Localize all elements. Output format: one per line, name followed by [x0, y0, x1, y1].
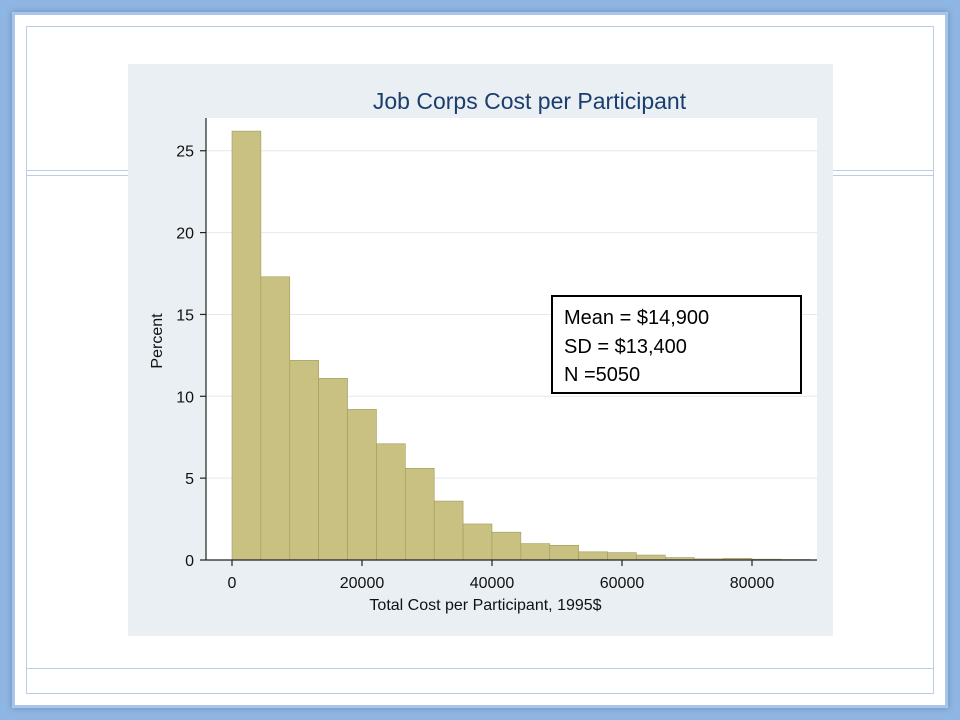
y-tick-label-2: 10 — [176, 389, 194, 406]
histogram-bar-13 — [607, 552, 637, 561]
histogram-bar-11 — [549, 544, 579, 561]
histogram-bar-14 — [636, 554, 666, 561]
y-tick-label-0: 0 — [185, 553, 194, 570]
slide-rule-bottom — [27, 668, 933, 669]
histogram-bar-5 — [376, 443, 406, 561]
histogram-bar-8 — [462, 523, 493, 561]
slide-inner-border — [26, 26, 934, 694]
histogram-bar-4 — [347, 409, 377, 561]
histogram-bar-12 — [578, 551, 608, 561]
y-tick-label-1: 5 — [185, 471, 194, 488]
x-tick-label-3: 60000 — [600, 575, 645, 592]
stats-sd: SD = $13,400 — [564, 335, 687, 358]
x-axis-label: Total Cost per Participant, 1995$ — [369, 597, 601, 614]
x-tick-label-4: 80000 — [730, 575, 775, 592]
histogram-bar-10 — [520, 543, 551, 561]
histogram-bar-2 — [289, 359, 319, 561]
stats-mean: Mean = $14,900 — [564, 307, 710, 329]
histogram-bar-3 — [318, 377, 348, 561]
histogram-bar-9 — [491, 531, 522, 561]
histogram-bar-1 — [260, 276, 291, 561]
histogram-bar-0 — [231, 130, 262, 561]
histogram-bar-6 — [405, 468, 435, 561]
y-tick-label-3: 15 — [176, 307, 194, 324]
y-tick-label-5: 25 — [176, 144, 194, 161]
x-tick-label-1: 20000 — [340, 575, 385, 592]
x-tick-label-2: 40000 — [470, 575, 515, 592]
histogram-bar-7 — [433, 500, 464, 561]
chart-title: Job Corps Cost per Participant — [373, 88, 687, 114]
stats-annotation-box: Mean = $14,900 SD = $13,400 N =5050 — [551, 295, 802, 394]
y-axis-label: Percent — [149, 313, 166, 369]
x-tick-label-0: 0 — [228, 575, 237, 592]
stats-n: N =5050 — [564, 364, 641, 386]
y-tick-label-4: 20 — [176, 226, 194, 243]
